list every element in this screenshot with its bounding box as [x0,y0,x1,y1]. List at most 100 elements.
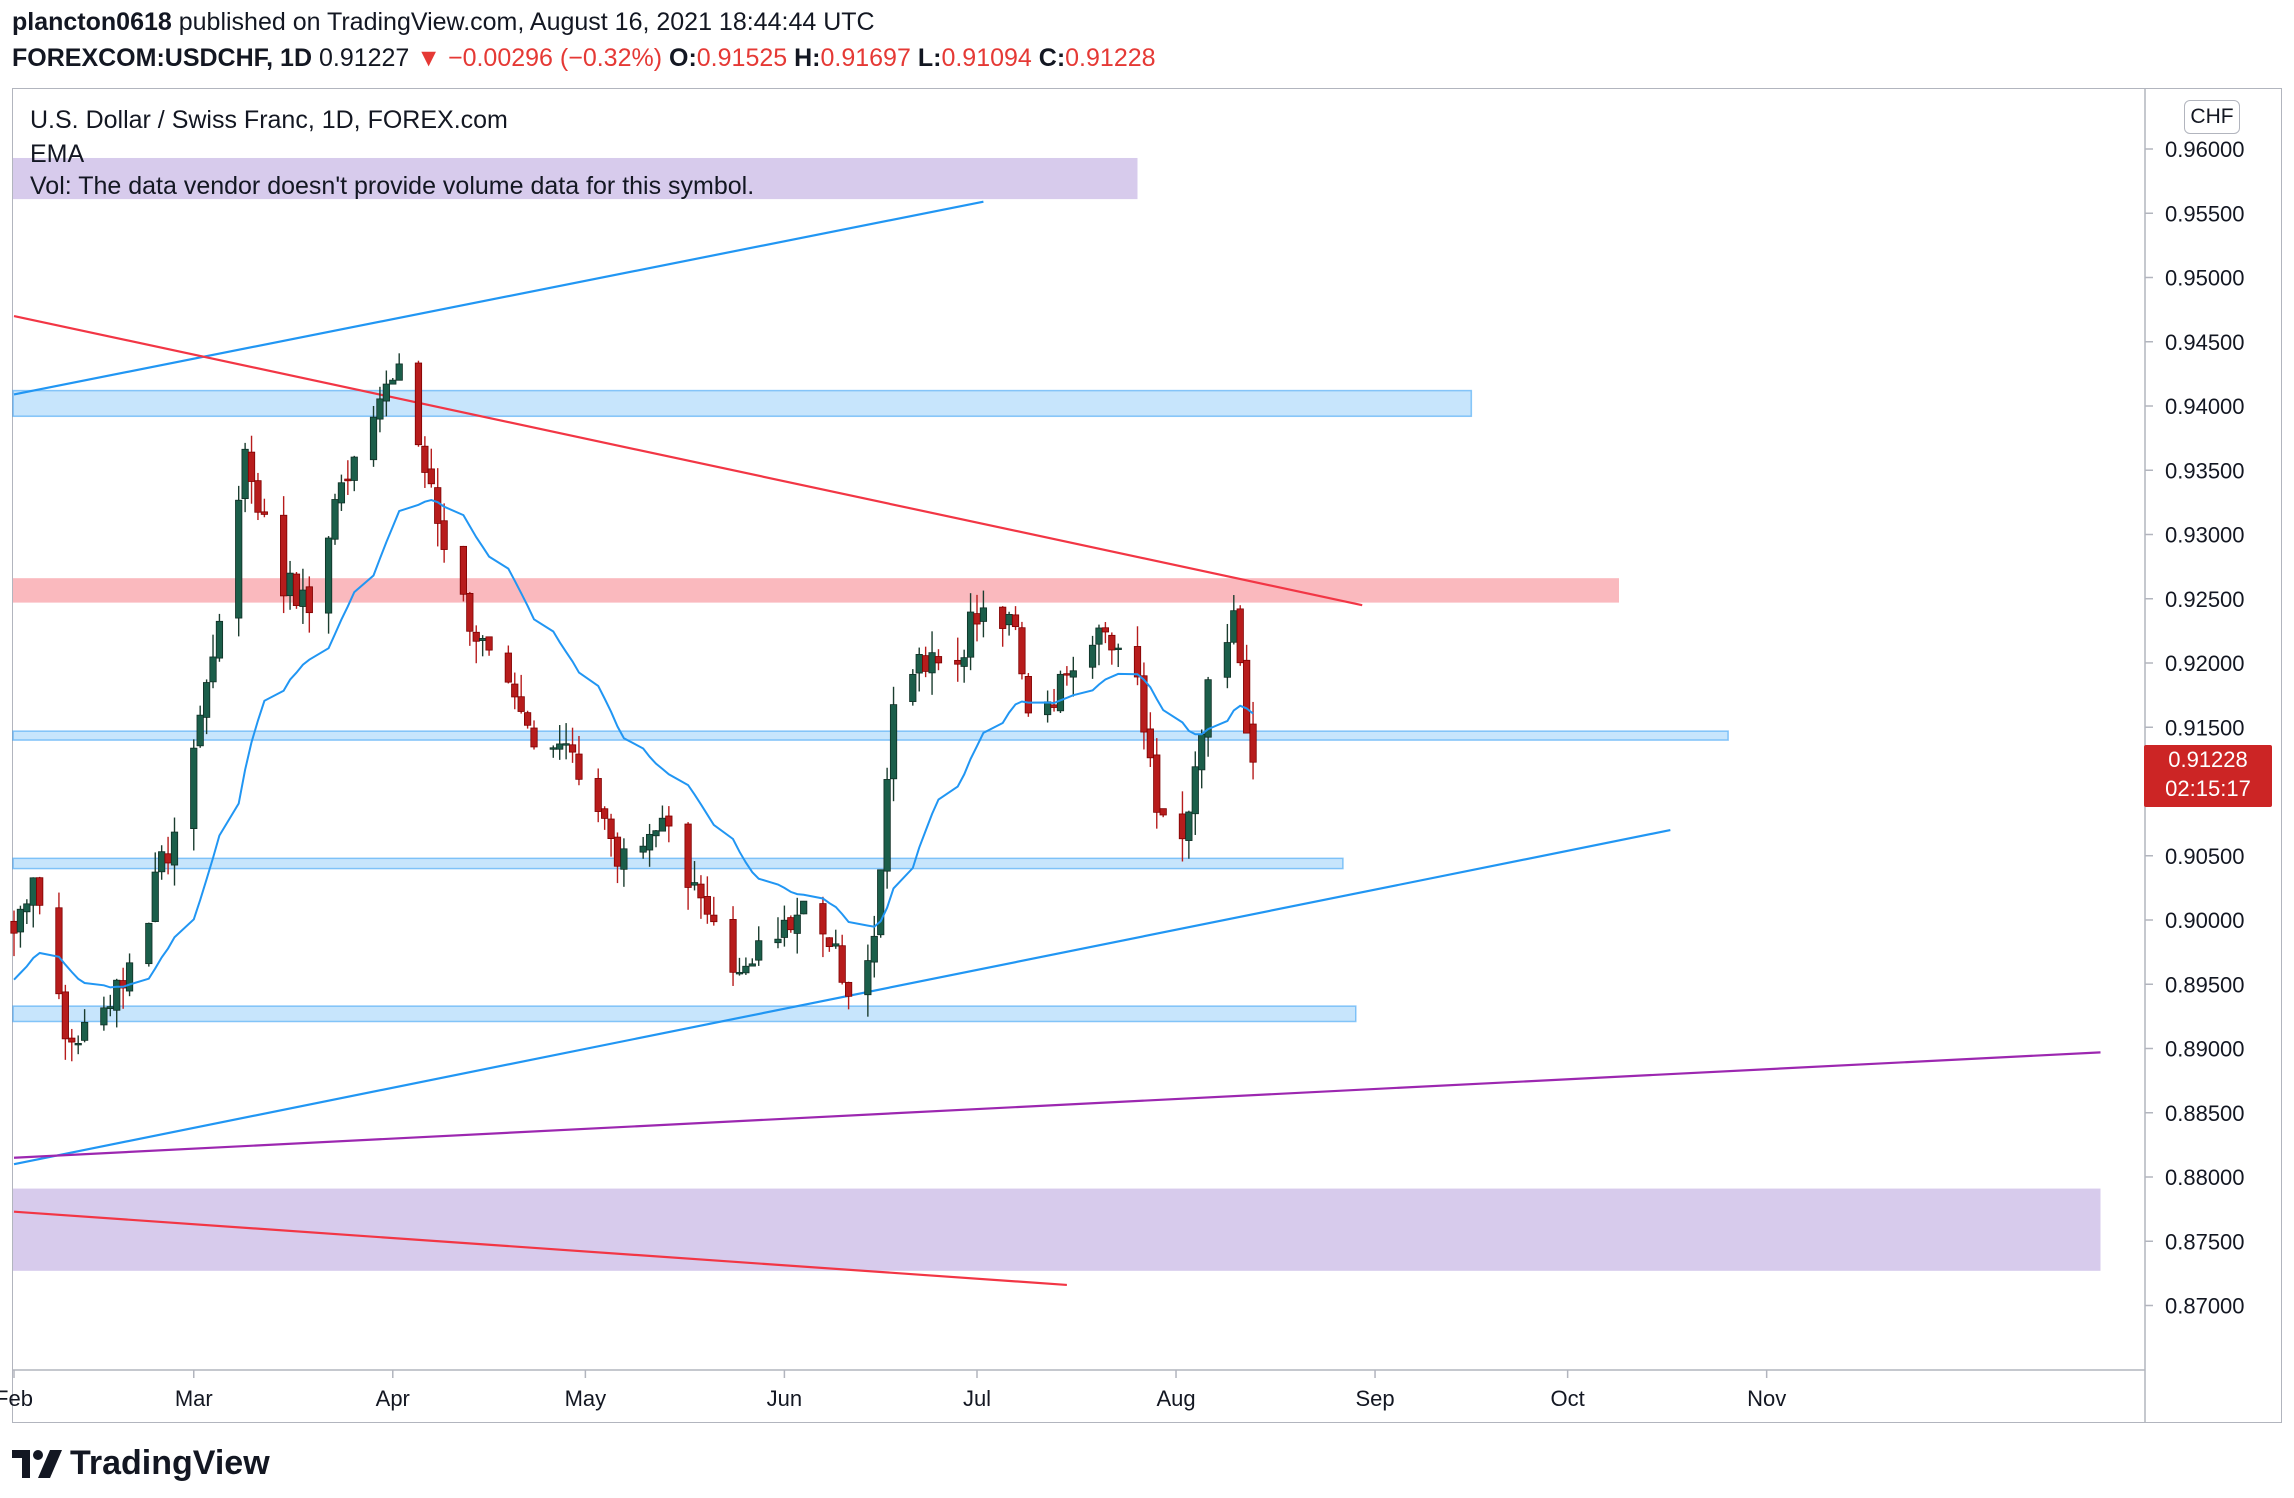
zone-blue-0915[interactable] [12,730,1729,741]
candle[interactable] [190,739,198,851]
candle[interactable] [427,448,435,488]
candle[interactable] [145,922,153,967]
tradingview-logo[interactable]: TradingView [12,1444,270,1483]
trendline-purple-rising[interactable] [13,1051,2101,1159]
candle[interactable] [735,957,744,976]
candle[interactable] [1204,676,1212,757]
candle[interactable] [889,686,898,802]
candle[interactable] [909,669,917,706]
candle[interactable] [376,386,384,433]
candle[interactable] [864,944,872,1017]
zone-red-0925[interactable] [13,578,1619,603]
candle[interactable] [825,937,833,952]
candle[interactable] [292,572,301,609]
zone-bottom-purple[interactable] [13,1188,2101,1271]
candle[interactable] [202,679,211,735]
zone-blue-0905[interactable] [12,857,1344,870]
candle[interactable] [485,636,493,656]
currency-button[interactable]: CHF [2184,100,2240,134]
candle[interactable] [1146,712,1154,767]
candle[interactable] [337,474,346,511]
candle[interactable] [742,957,750,975]
candle[interactable] [350,455,358,492]
candle[interactable] [928,631,936,695]
candle[interactable] [305,576,313,633]
candle[interactable] [524,710,532,729]
candle[interactable] [61,984,69,1060]
candle[interactable] [562,723,570,760]
candle[interactable] [215,613,224,662]
candle[interactable] [1249,701,1257,780]
candle[interactable] [845,981,853,1010]
candle[interactable] [774,917,782,949]
candle[interactable] [119,967,127,1009]
candle[interactable] [55,892,63,1000]
trendline-upper-blue-channel[interactable] [13,200,984,396]
candle[interactable] [645,823,654,867]
candle[interactable] [170,817,179,886]
candle[interactable] [299,568,307,624]
candle[interactable] [23,899,31,925]
candle[interactable] [729,906,737,986]
candle[interactable] [440,503,448,563]
candle[interactable] [530,720,538,750]
candle[interactable] [556,725,564,760]
zone-top-purple[interactable] [13,157,1138,200]
ema-line[interactable] [13,498,1254,989]
candle[interactable] [877,869,885,938]
candle[interactable] [568,727,577,763]
candle[interactable] [369,405,378,467]
candle[interactable] [607,813,615,857]
candle[interactable] [247,435,256,504]
candle[interactable] [1198,729,1206,789]
candle[interactable] [1095,624,1103,666]
candle[interactable] [16,905,25,948]
candle[interactable] [703,876,711,924]
candle[interactable] [575,735,583,786]
candle[interactable] [979,590,988,638]
candle[interactable] [697,875,705,919]
candle[interactable] [838,934,846,985]
trendline-lower-blue-rising[interactable] [13,828,1671,1166]
candle[interactable] [934,649,943,671]
candle[interactable] [100,996,108,1031]
candle[interactable] [966,593,975,671]
candle[interactable] [710,896,718,926]
candle[interactable] [1088,635,1097,679]
trendline-red-lower-descending[interactable] [13,1210,1067,1287]
candle[interactable] [241,442,249,513]
candle[interactable] [620,838,628,887]
candle[interactable] [1005,611,1013,636]
candle[interactable] [684,822,692,910]
candle[interactable] [280,496,288,614]
candle[interactable] [1108,632,1116,665]
candle[interactable] [1140,662,1148,750]
candle[interactable] [549,745,557,758]
candle[interactable] [235,485,243,637]
candle[interactable] [652,830,660,848]
zone-blue-0893[interactable] [12,1005,1357,1023]
candle[interactable] [395,353,403,381]
candle[interactable] [613,832,622,884]
candle[interactable] [389,378,397,385]
candle[interactable] [1050,688,1058,712]
candle[interactable] [915,647,923,692]
candle[interactable] [1101,622,1109,644]
candle[interactable] [517,674,525,714]
candle[interactable] [382,370,390,417]
candle[interactable] [196,705,204,748]
legend-ema[interactable]: EMA [30,140,85,168]
candle[interactable] [1223,623,1231,689]
legend-title[interactable]: U.S. Dollar / Swiss Franc, 1D, FOREX.com [30,106,508,134]
candle[interactable] [459,545,468,602]
candle[interactable] [158,845,166,880]
candle[interactable] [1044,690,1052,723]
candle[interactable] [1018,621,1026,680]
candle[interactable] [594,768,602,823]
candle[interactable] [1185,810,1193,859]
candle[interactable] [1243,644,1251,734]
candle[interactable] [1191,751,1199,835]
candle[interactable] [151,852,159,923]
candle[interactable] [10,910,18,957]
zone-blue-094[interactable] [12,389,1473,418]
